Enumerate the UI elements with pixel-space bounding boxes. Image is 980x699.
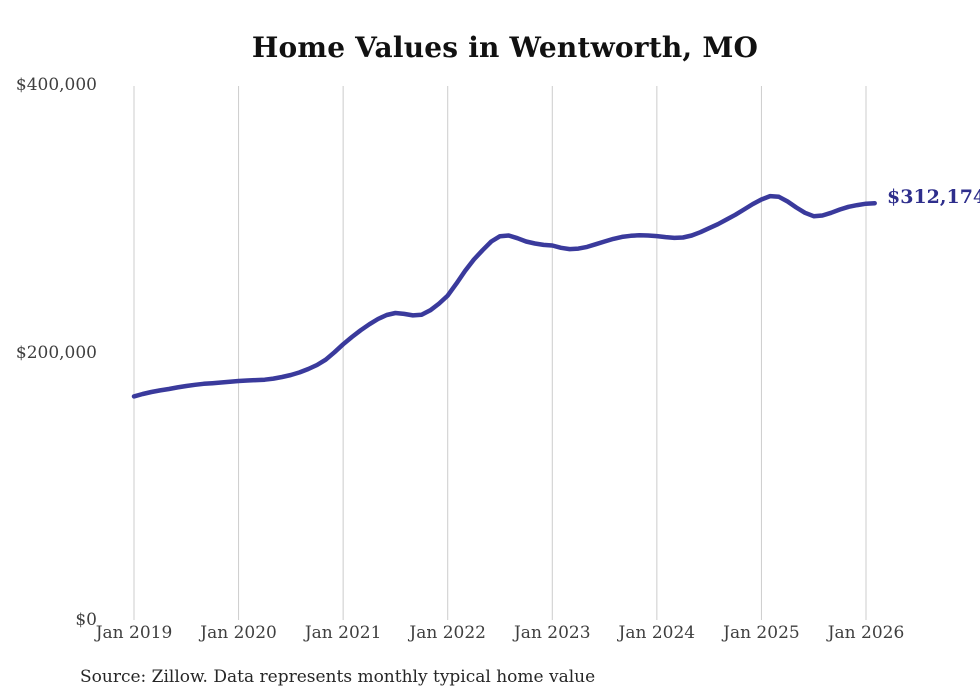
home-value-line xyxy=(131,193,877,399)
x-tick-label: Jan 2025 xyxy=(723,623,800,643)
y-tick-label-0: $0 xyxy=(75,610,97,630)
y-tick-label-200k: $200,000 xyxy=(15,343,97,363)
x-tick-label: Jan 2019 xyxy=(95,623,173,643)
latest-value-label: $312,174 xyxy=(887,186,980,208)
x-tick-label: Jan 2020 xyxy=(200,623,277,643)
x-tick-label: Jan 2021 xyxy=(304,623,382,643)
x-tick-label: Jan 2026 xyxy=(827,623,905,643)
y-tick-label-400k: $400,000 xyxy=(15,75,97,95)
x-tick-label: Jan 2022 xyxy=(409,623,486,643)
x-tick-label: Jan 2024 xyxy=(618,623,696,643)
chart-title: Home Values in Wentworth, MO xyxy=(251,31,759,64)
vertical-gridlines xyxy=(133,86,867,620)
source-note: Source: Zillow. Data represents monthly … xyxy=(80,667,596,687)
x-tick-label: Jan 2023 xyxy=(513,623,591,643)
